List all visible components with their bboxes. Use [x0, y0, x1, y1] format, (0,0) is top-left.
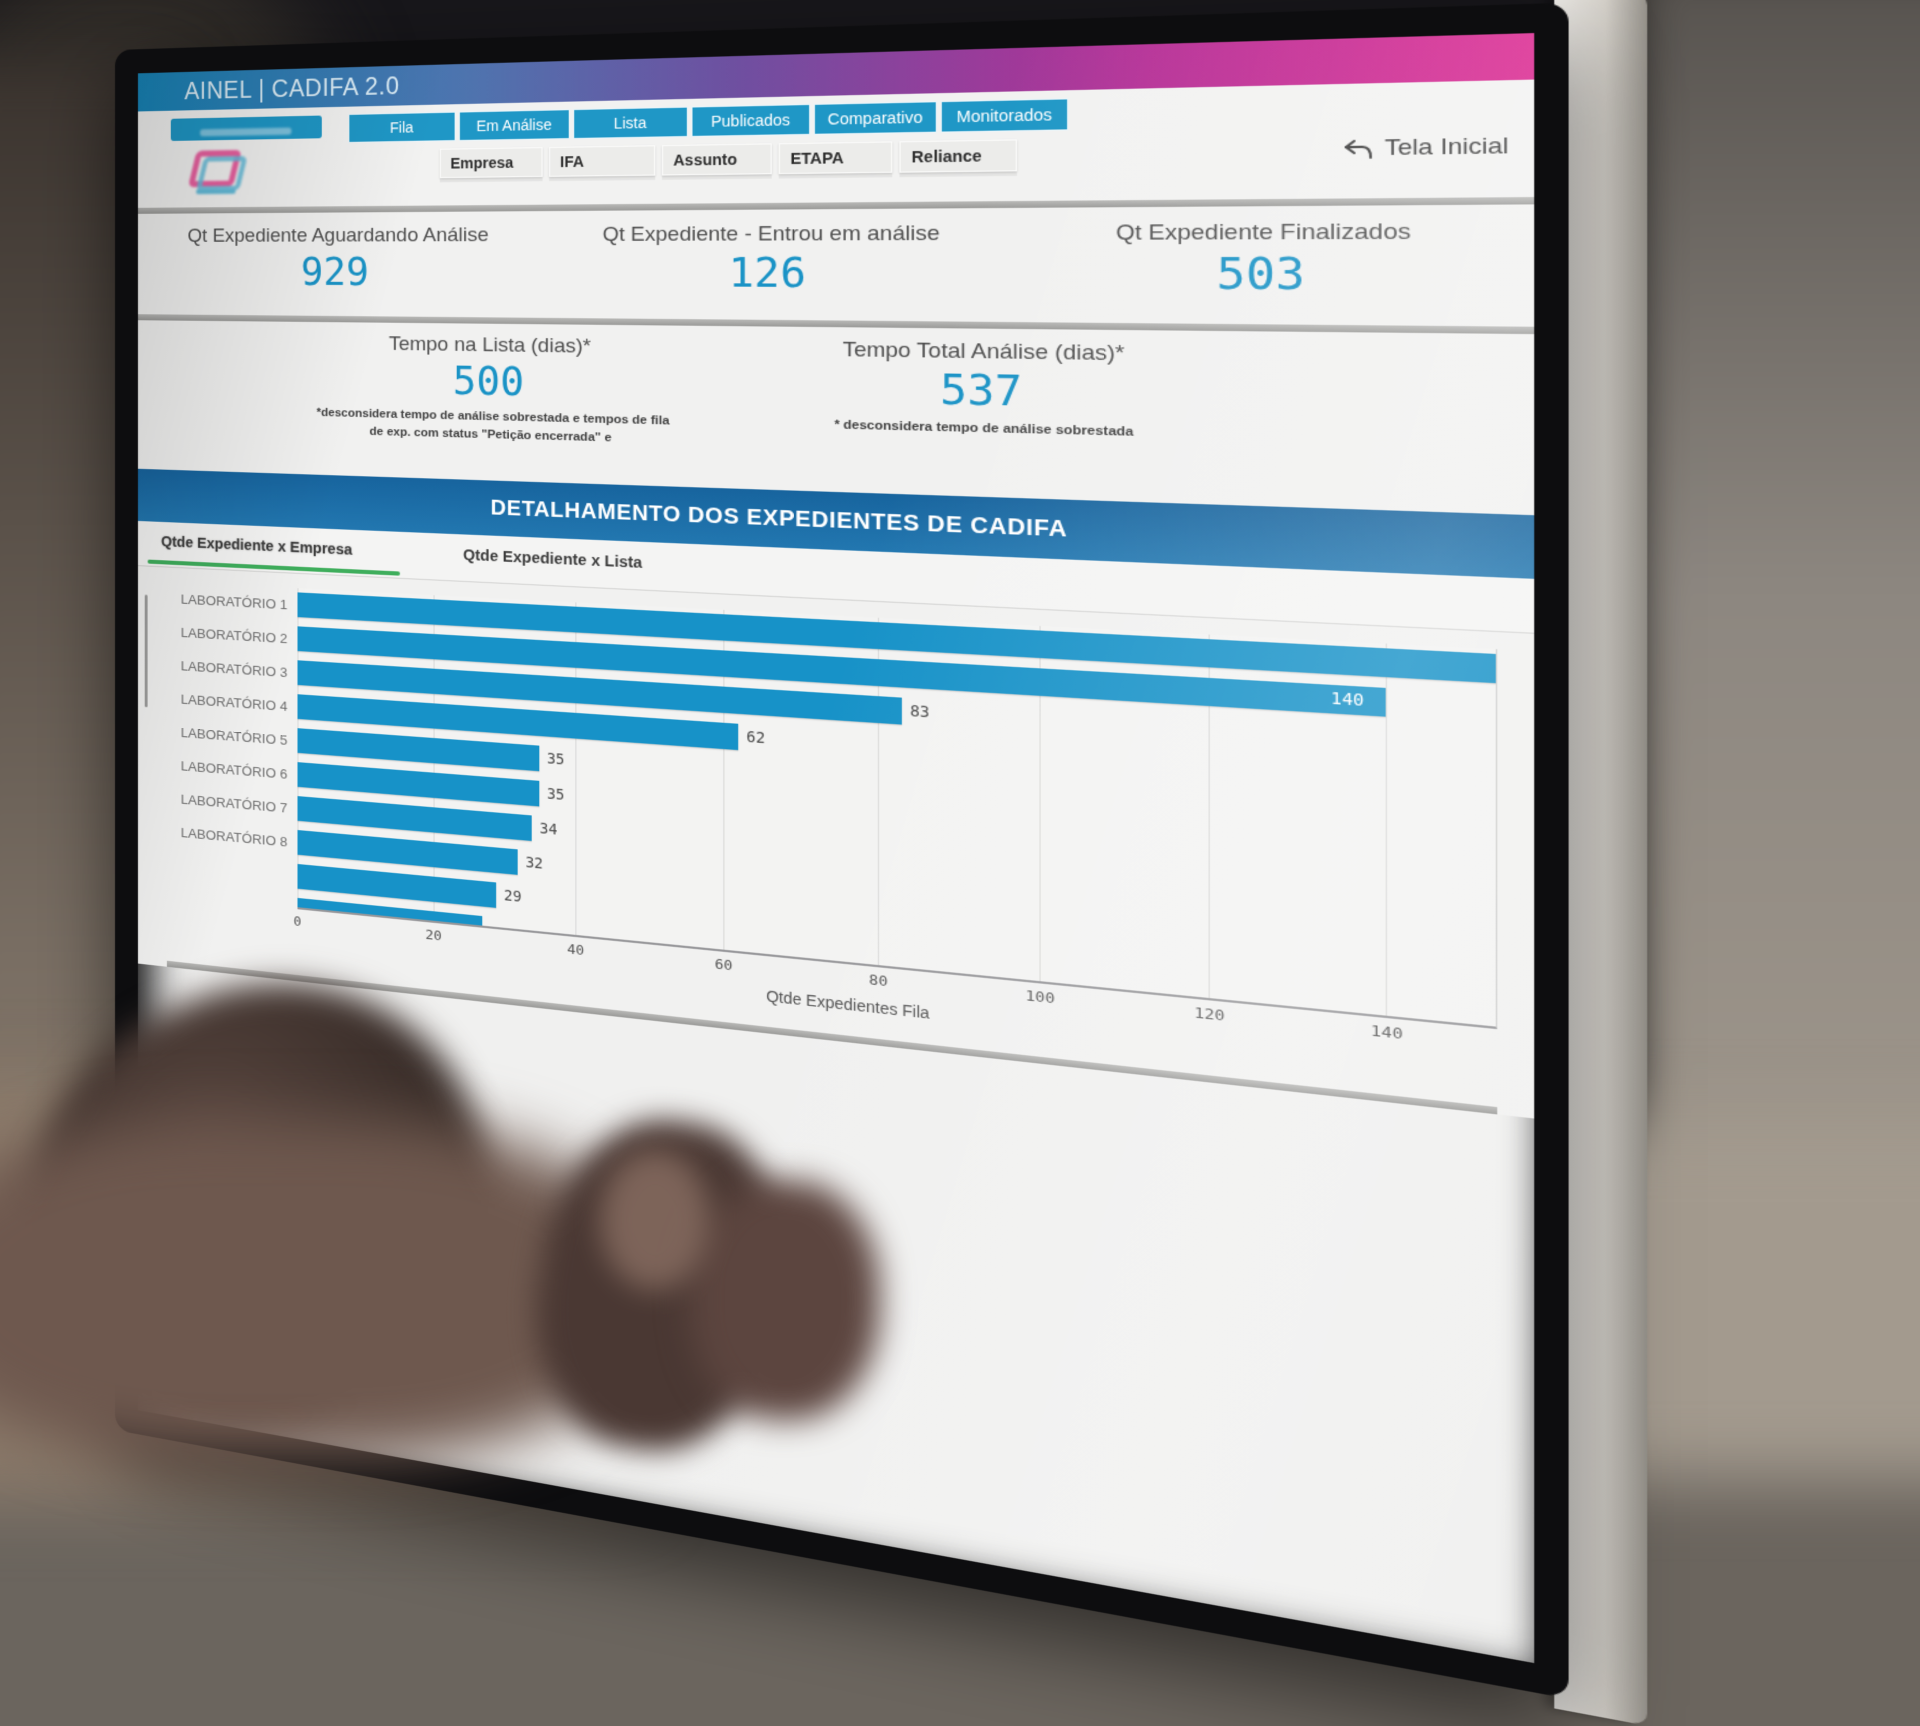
home-link-label: Tela Inicial: [1384, 133, 1509, 161]
nav-tab-assunto[interactable]: Assunto: [661, 143, 772, 176]
bar-value-label: 32: [525, 854, 544, 873]
kpi-aguardando-analise: Qt Expediente Aguardando Análise 929: [138, 211, 544, 318]
app-title: AINEL | CADIFA 2.0: [184, 71, 400, 104]
kpi-label: Qt Expediente Finalizados: [1115, 219, 1411, 246]
kpi-value: 500: [452, 358, 525, 405]
nav-tab-fila[interactable]: Fila: [348, 111, 456, 143]
chart-gridline: [1385, 643, 1387, 1016]
home-link[interactable]: Tela Inicial: [1342, 133, 1509, 163]
chart-scrollbar[interactable]: [144, 594, 148, 708]
back-arrow-icon: [1342, 138, 1375, 160]
x-tick-label: 20: [425, 927, 442, 945]
kpi-finalizados: Qt Expediente Finalizados 503: [1005, 204, 1534, 326]
nav-tab-monitorados[interactable]: Monitorados: [940, 98, 1069, 133]
bar-value-label: 29: [504, 887, 522, 907]
x-tick-label: 80: [868, 971, 888, 991]
nav-tab-empresa[interactable]: Empresa: [439, 147, 543, 179]
toolbar-pill-button[interactable]: [170, 115, 322, 141]
kpi-tempo-na-lista: Tempo na Lista (dias)* 500 *desconsidera…: [266, 322, 725, 489]
laptop: AINEL | CADIFA 2.0 Fila Em Análise Lista…: [115, 0, 1648, 1726]
dashboard-screen: AINEL | CADIFA 2.0 Fila Em Análise Lista…: [137, 33, 1535, 1664]
x-tick-label: 120: [1193, 1004, 1225, 1026]
kpi-footnote: *desconsidera tempo de análise sobrestad…: [316, 406, 670, 445]
x-tick-label: 40: [566, 941, 585, 960]
nav-tab-etapa[interactable]: ETAPA: [778, 141, 893, 175]
kpi-value: 126: [728, 249, 807, 297]
chart-tab-lista[interactable]: Qtde Expediente x Lista: [463, 547, 643, 573]
kpi-value: 929: [300, 249, 370, 295]
bar-value-label: 35: [546, 785, 565, 805]
x-tick-label: 60: [714, 956, 733, 975]
bar-value-label: 83: [909, 702, 930, 722]
nav-tab-reliance[interactable]: Reliance: [899, 139, 1017, 173]
x-tick-label: 100: [1025, 987, 1055, 1008]
kpi-entrou-em-analise: Qt Expediente - Entrou em análise 126: [544, 208, 1005, 322]
kpi-label: Qt Expediente Aguardando Análise: [187, 224, 489, 247]
primary-nav: Fila Em Análise Lista Publicados Compara…: [348, 98, 1069, 143]
nav-tab-ifa[interactable]: IFA: [549, 145, 656, 177]
section-title: DETALHAMENTO DOS EXPEDIENTES DE CADIFA: [490, 495, 1068, 542]
bar-value-label: 35: [546, 750, 565, 769]
chart-tab-empresa[interactable]: Qtde Expediente x Empresa: [161, 533, 353, 559]
kpi-footnote: * desconsidera tempo de análise sobresta…: [834, 418, 1134, 440]
kpi-row-1: Qt Expediente Aguardando Análise 929 Qt …: [137, 204, 1535, 327]
app-logo: [187, 148, 248, 198]
x-tick-label: 0: [293, 913, 302, 931]
photo-of-laptop-dashboard: { "header": { "title": "AINEL | CADIFA 2…: [0, 0, 1920, 1283]
bar-value-label: 140: [1330, 689, 1365, 711]
photo-background-right: [1640, 0, 1920, 1360]
kpi-value: 503: [1216, 248, 1306, 300]
nav-tab-lista[interactable]: Lista: [573, 106, 688, 140]
kpi-value: 537: [939, 365, 1023, 416]
bar-value-label: 62: [746, 728, 766, 748]
kpi-tempo-total-analise: Tempo Total Análise (dias)* 537 * descon…: [726, 326, 1255, 506]
secondary-nav: Empresa IFA Assunto ETAPA Reliance: [439, 139, 1017, 179]
nav-tab-comparativo[interactable]: Comparativo: [813, 101, 937, 135]
nav-tab-em-analise[interactable]: Em Análise: [458, 109, 570, 142]
x-tick-label: 140: [1370, 1022, 1403, 1044]
bar-value-label: 34: [539, 820, 558, 839]
laptop-bezel: AINEL | CADIFA 2.0 Fila Em Análise Lista…: [115, 2, 1569, 1699]
kpi-label: Qt Expediente - Entrou em análise: [602, 221, 940, 247]
nav-tab-publicados[interactable]: Publicados: [691, 103, 811, 138]
